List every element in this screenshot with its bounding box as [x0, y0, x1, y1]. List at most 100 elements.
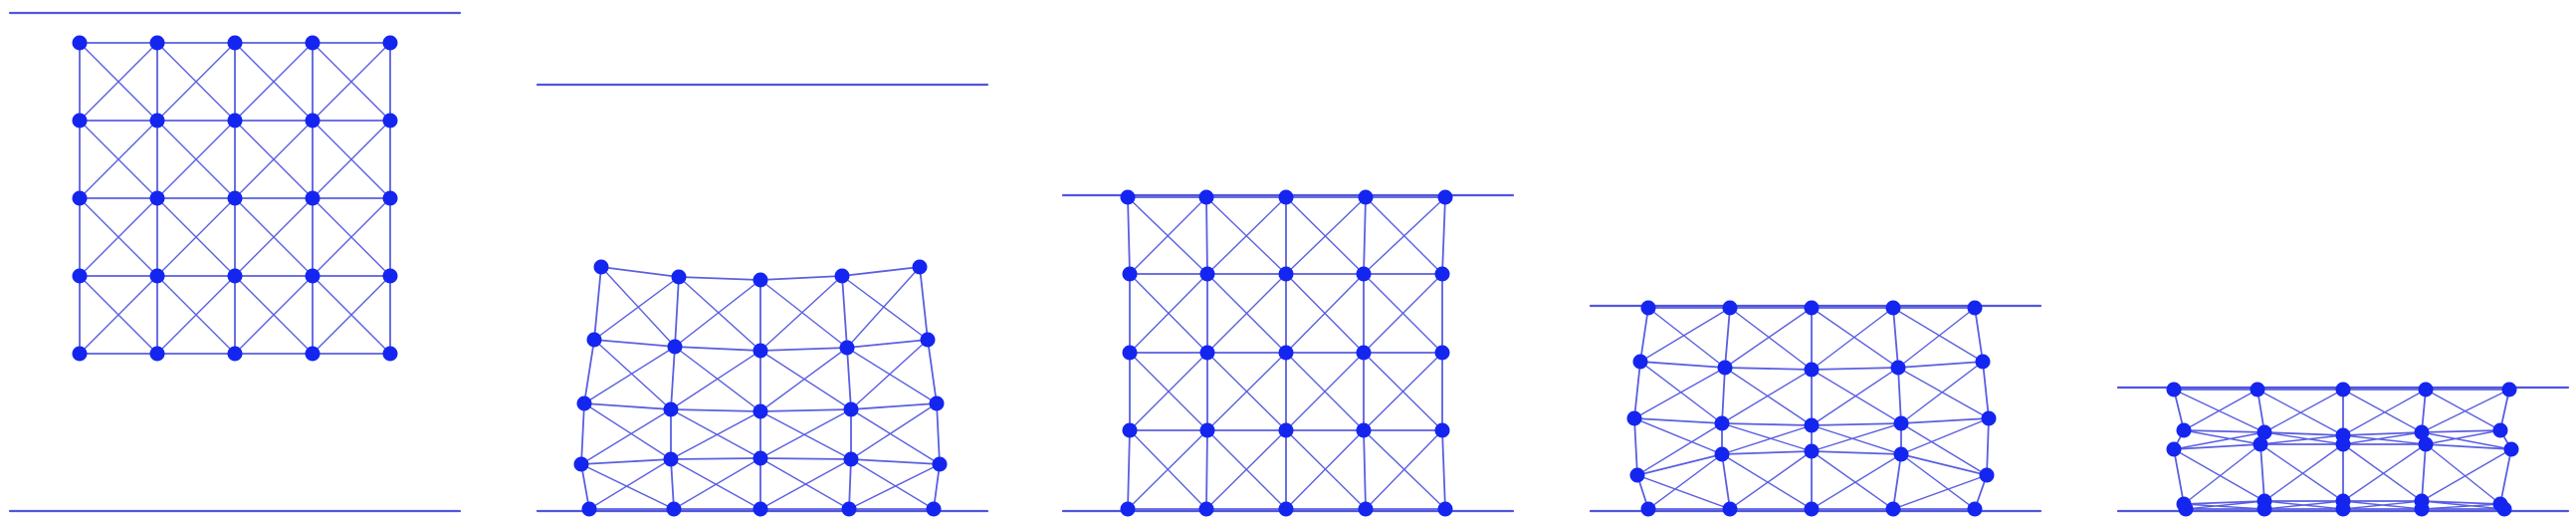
- lattice-node: [932, 456, 948, 472]
- lattice-diagonal: [2185, 500, 2265, 510]
- lattice-node: [2414, 424, 2430, 440]
- lattice-diagonal: [1636, 422, 1723, 476]
- lattice-diagonal: [1285, 196, 1367, 275]
- lattice-node: [1967, 300, 1983, 316]
- lattice-edge: [1811, 450, 1902, 455]
- lattice-diagonal: [1129, 352, 1208, 431]
- lattice-node: [581, 501, 597, 517]
- lattice-node: [2503, 441, 2519, 457]
- lattice-diagonal: [2342, 389, 2427, 436]
- lattice-edge: [759, 408, 852, 412]
- lattice-edge: [841, 275, 848, 349]
- lattice-node: [920, 332, 936, 348]
- lattice-node: [929, 395, 945, 411]
- lattice-edge: [1724, 307, 1731, 369]
- lattice-node: [72, 113, 88, 129]
- lattice-node: [72, 35, 88, 51]
- lattice-diagonal: [588, 458, 672, 510]
- lattice-diagonal: [2183, 429, 2261, 445]
- lattice-node: [1278, 266, 1294, 282]
- lattice-diagonal: [2421, 448, 2512, 502]
- lattice-diagonal: [2173, 448, 2265, 502]
- lattice-diagonal: [2425, 443, 2501, 505]
- lattice-node: [149, 268, 165, 284]
- lattice-diagonal: [1365, 429, 1443, 510]
- lattice-node: [1199, 422, 1215, 438]
- lattice-edge: [1633, 417, 1638, 476]
- lattice-edge: [1897, 367, 1902, 424]
- lattice-node: [1198, 501, 1214, 517]
- lattice-diagonal: [1892, 307, 1984, 363]
- lattice-diagonal: [1205, 429, 1287, 510]
- lattice-diagonal: [156, 275, 236, 355]
- lattice-edge: [670, 346, 676, 410]
- lattice-node: [1122, 345, 1138, 361]
- lattice-diagonal: [759, 350, 852, 410]
- lattice-diagonal: [2421, 389, 2510, 433]
- lattice-node: [663, 451, 679, 467]
- lattice-edge: [936, 402, 941, 465]
- lattice-diagonal: [1811, 307, 1899, 369]
- lattice-diagonal: [1811, 450, 1894, 510]
- lattice-edge: [1205, 429, 1208, 510]
- lattice-node: [1979, 467, 1995, 483]
- lattice-node: [1975, 354, 1991, 370]
- lattice-diagonal: [2421, 500, 2505, 510]
- lattice-diagonal: [1811, 367, 1899, 426]
- lattice-node: [1198, 189, 1214, 205]
- lattice-edge: [1363, 196, 1367, 275]
- lattice-node: [1640, 300, 1656, 316]
- lattice-edge: [2263, 431, 2344, 436]
- lattice-edge: [1721, 453, 1731, 510]
- lattice-edge: [846, 339, 929, 349]
- lattice-diagonal: [759, 458, 852, 510]
- lattice-node: [1278, 422, 1294, 438]
- lattice-diagonal: [1285, 352, 1365, 431]
- lattice-diagonal: [1900, 453, 1976, 510]
- lattice-node: [926, 501, 942, 517]
- lattice-diagonal: [2342, 443, 2427, 502]
- lattice-diagonal: [1647, 307, 1726, 369]
- lattice-node: [1885, 300, 1901, 316]
- lattice-diagonal: [1811, 453, 1902, 510]
- lattice-node: [305, 113, 321, 129]
- lattice-diagonal: [312, 197, 391, 277]
- lattice-diagonal: [234, 275, 314, 355]
- lattice-diagonal: [79, 120, 158, 199]
- lattice-node: [586, 332, 602, 348]
- lattice-diagonal: [673, 457, 761, 510]
- lattice-node: [1717, 360, 1733, 376]
- lattice-node: [1122, 422, 1138, 438]
- lattice-diagonal: [1811, 369, 1902, 424]
- lattice-node: [573, 456, 589, 472]
- lattice-diagonal: [79, 275, 158, 355]
- lattice-edge: [1633, 417, 1723, 424]
- lattice-diagonal: [1721, 369, 1813, 424]
- lattice-node: [2256, 424, 2272, 440]
- lattice-edge: [1811, 367, 1899, 371]
- lattice-node: [1893, 446, 1909, 462]
- lattice-edge: [1127, 196, 1131, 275]
- lattice-node: [2501, 382, 2517, 397]
- lattice-diagonal: [1129, 196, 1207, 275]
- lattice-edge: [1900, 453, 1988, 476]
- lattice-diagonal: [156, 120, 236, 199]
- lattice-diagonal: [1633, 417, 1723, 455]
- lattice-node: [843, 401, 859, 417]
- lattice-diagonal: [670, 350, 761, 410]
- lattice-diagonal: [312, 42, 391, 122]
- lattice-node: [834, 268, 850, 284]
- lattice-node: [1122, 266, 1138, 282]
- lattice-node: [2496, 501, 2512, 517]
- lattice-diagonal: [1363, 196, 1446, 275]
- lattice-node: [752, 501, 768, 517]
- lattice-edge: [580, 402, 585, 465]
- lattice-node: [1434, 345, 1450, 361]
- panel-4: [1589, 300, 2042, 517]
- lattice-diagonal: [759, 275, 843, 352]
- lattice-edge: [1724, 367, 1813, 371]
- panel-5: [2116, 382, 2570, 517]
- lattice-node: [1804, 443, 1820, 459]
- lattice-diagonal: [850, 458, 935, 510]
- lattice-node: [1804, 501, 1820, 517]
